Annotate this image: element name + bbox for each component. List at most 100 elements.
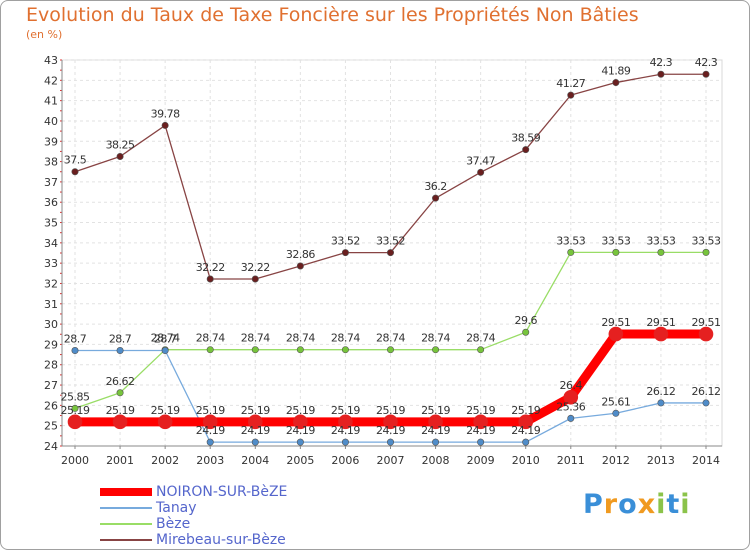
data-label: 28.74 (241, 332, 270, 345)
data-label: 24.19 (466, 424, 495, 437)
chart-subtitle: (en %) (26, 28, 63, 41)
data-point (296, 346, 304, 354)
legend-label-tanay: Tanay (156, 500, 197, 516)
data-point (477, 168, 485, 176)
logo-letter: i (680, 489, 691, 520)
data-label: 41.27 (556, 77, 585, 90)
data-label: 25.19 (466, 404, 495, 417)
data-label: 28.74 (151, 332, 180, 345)
data-label: 38.25 (106, 139, 135, 152)
data-label: 24.19 (421, 424, 450, 437)
data-label: 24.19 (511, 424, 540, 437)
data-point (71, 168, 79, 176)
data-point (247, 414, 263, 430)
data-label: 41.89 (601, 65, 630, 78)
data-point (563, 389, 579, 405)
legend-swatch-beze (100, 523, 152, 525)
data-label: 24.19 (331, 424, 360, 437)
data-point (67, 414, 83, 430)
data-point (702, 248, 710, 256)
y-tick-label: 32 (44, 277, 58, 290)
data-label: 33.53 (692, 234, 721, 247)
y-tick-label: 25 (44, 420, 58, 433)
data-label: 38.59 (511, 132, 540, 145)
data-point (202, 414, 218, 430)
logo-letter: x (637, 489, 657, 520)
legend-label-mirebeau: Mirebeau-sur-Bèze (156, 532, 286, 548)
data-label: 32.22 (241, 261, 270, 274)
x-tick-label: 2000 (61, 454, 89, 467)
data-label: 25.61 (601, 395, 630, 408)
y-tick-label: 24 (44, 440, 58, 453)
data-label: 28.74 (196, 332, 225, 345)
legend-label-beze: Bèze (156, 516, 191, 532)
data-label: 24.19 (286, 424, 315, 437)
y-tick-label: 38 (44, 156, 58, 169)
data-point (477, 438, 485, 446)
data-point (206, 438, 214, 446)
data-label: 28.74 (331, 332, 360, 345)
data-point (432, 438, 440, 446)
y-tick-label: 39 (44, 135, 58, 148)
data-point (341, 346, 349, 354)
data-point (161, 121, 169, 129)
data-point (157, 414, 173, 430)
legend-item-beze: Bèze (100, 516, 287, 532)
legend-swatch-mirebeau (100, 539, 152, 541)
data-point (612, 248, 620, 256)
y-tick-label: 30 (44, 318, 58, 331)
data-label: 29.6 (514, 314, 537, 327)
data-point (657, 399, 665, 407)
data-point (567, 248, 575, 256)
data-label: 26.4 (560, 379, 583, 392)
y-tick-label: 37 (44, 176, 58, 189)
x-tick-label: 2014 (692, 454, 720, 467)
data-label: 25.19 (151, 404, 180, 417)
y-tick-label: 28 (44, 359, 58, 372)
data-point (112, 414, 128, 430)
y-tick-label: 36 (44, 196, 58, 209)
data-label: 29.51 (692, 316, 721, 329)
data-label: 33.53 (601, 234, 630, 247)
y-tick-label: 34 (44, 237, 58, 250)
data-label: 29.51 (601, 316, 630, 329)
data-label: 25.19 (241, 404, 270, 417)
data-label: 42.3 (695, 56, 718, 69)
data-point (116, 389, 124, 397)
data-point (341, 249, 349, 257)
y-tick-label: 40 (44, 115, 58, 128)
data-point (518, 414, 534, 430)
data-point (522, 438, 530, 446)
data-label: 33.53 (556, 234, 585, 247)
data-label: 28.74 (376, 332, 405, 345)
chart-title: Evolution du Taux de Taxe Foncière sur l… (26, 4, 639, 26)
x-tick-label: 2011 (557, 454, 585, 467)
y-tick-label: 27 (44, 379, 58, 392)
data-label: 32.22 (196, 261, 225, 274)
data-label: 33.52 (376, 235, 405, 248)
data-point (251, 346, 259, 354)
data-label: 26.12 (646, 385, 675, 398)
x-tick-label: 2012 (602, 454, 630, 467)
x-tick-label: 2005 (286, 454, 314, 467)
data-label: 26.12 (692, 385, 721, 398)
logo-letter: r (603, 489, 619, 520)
x-tick-label: 2007 (377, 454, 405, 467)
data-point (338, 414, 353, 430)
data-point (428, 414, 443, 430)
y-tick-label: 31 (44, 298, 58, 311)
data-point (296, 438, 304, 446)
data-point (653, 326, 669, 342)
data-point (293, 414, 308, 430)
data-point (612, 409, 620, 417)
x-tick-label: 2004 (241, 454, 269, 467)
data-label: 25.85 (61, 390, 90, 403)
legend-item-noiron: NOIRON-SUR-BèZE (100, 484, 287, 500)
data-label: 25.19 (106, 404, 135, 417)
data-point (432, 346, 440, 354)
logo-letter: t (666, 489, 681, 520)
x-tick-label: 2008 (422, 454, 450, 467)
data-label: 26.62 (106, 375, 135, 388)
series-points (67, 70, 714, 446)
